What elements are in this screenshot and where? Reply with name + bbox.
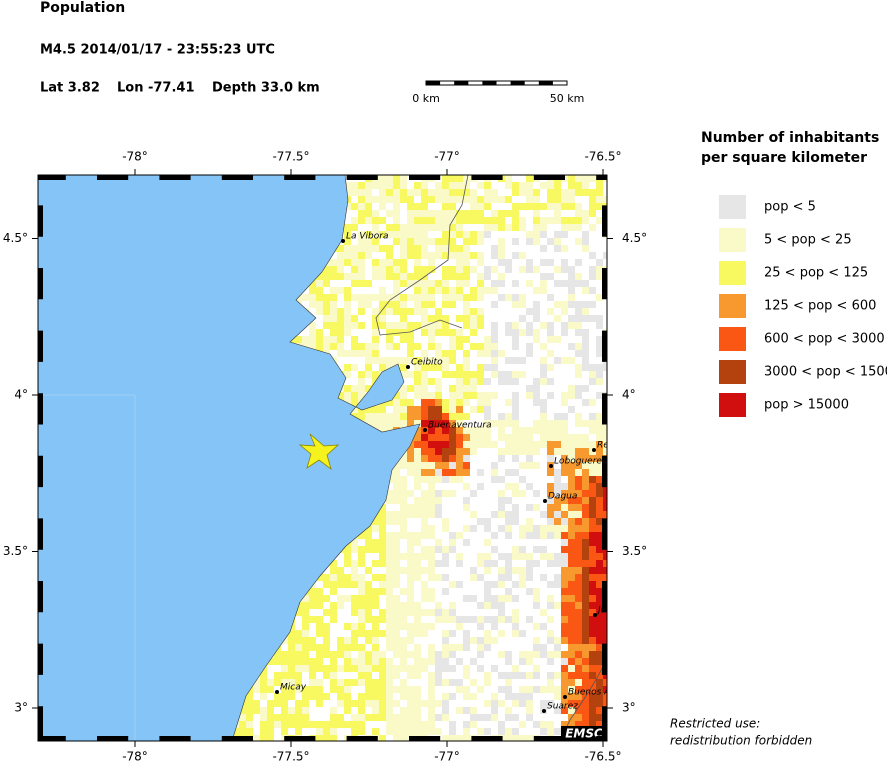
lat-tick-label: 4.5° (3, 231, 28, 245)
lat-tick-label: 3° (14, 701, 28, 715)
legend-swatch (719, 360, 746, 384)
legend-swatch (719, 261, 746, 285)
city-dot (542, 709, 546, 713)
density-cells (225, 175, 607, 741)
legend-title: per square kilometer (701, 150, 867, 166)
lat-tick-label: 4.5° (622, 231, 647, 245)
lon-tick-label: -78° (122, 750, 148, 763)
density-cells (414, 399, 607, 741)
footer-note: redistribution forbidden (670, 734, 812, 748)
density-cells (225, 175, 607, 741)
longitude: Lon -77.41 (117, 81, 195, 96)
legend-swatch (719, 393, 746, 417)
city-dot (543, 499, 547, 503)
legend: pop < 5 5 < pop < 25 25 < pop < 125 125 < p… (719, 195, 887, 417)
map-area: La Vibora Ceibito Buenaventura Re Loboguerer… (38, 175, 612, 741)
event-info: M4.5 2014/01/17 - 23:55:23 UTC (40, 43, 275, 58)
legend-label: 25 < pop < 125 (764, 266, 868, 281)
density-cells (435, 231, 607, 735)
epicenter (298, 433, 340, 471)
city-dot (406, 365, 410, 369)
density-cells (428, 406, 607, 728)
scale-end: 50 km (550, 92, 585, 105)
lat-tick-label: 3° (622, 701, 636, 715)
depth: Depth 33.0 km (212, 81, 320, 96)
city-label: Buenos A (568, 688, 610, 698)
city-dot (275, 690, 279, 694)
legend-label: pop > 15000 (764, 398, 849, 413)
legend-swatch (719, 195, 746, 219)
legend-swatch (719, 294, 746, 318)
city-dot (549, 464, 553, 468)
city-label: Loboguerero (554, 457, 612, 467)
density-cells (393, 399, 607, 741)
city-dot (563, 695, 567, 699)
legend-label: pop < 5 (764, 200, 816, 215)
lat-tick-label: 4° (622, 388, 636, 402)
city-label: Ju (596, 606, 607, 616)
legend-swatch (719, 327, 746, 351)
title: Population (40, 0, 125, 16)
footer-note: Restricted use: (670, 717, 760, 731)
city-label: La Vibora (346, 232, 388, 242)
city-label: Suarez (547, 702, 578, 712)
boundary (375, 175, 469, 336)
legend-label: 600 < pop < 3000 (764, 332, 885, 347)
city-label: Dagua (548, 492, 577, 502)
lat-tick-label: 3.5° (622, 544, 647, 558)
scale-start: 0 km (412, 92, 440, 105)
legend-swatch (719, 228, 746, 252)
map-border (38, 175, 607, 741)
city-label: Ceibito (411, 358, 443, 368)
lon-tick-label: -76.5° (584, 150, 621, 164)
city-label: Buenaventura (428, 421, 492, 431)
ocean (38, 175, 421, 741)
city-dot (423, 428, 427, 432)
map-ticks: -78° -78° -77.5° -77.5° -77° -77° -76.5° -76.5°… (3, 150, 647, 763)
lon-tick-label: -78° (122, 150, 148, 164)
population-cells (225, 175, 607, 741)
lat-tick-label: 4° (14, 388, 28, 402)
lon-tick-label: -76.5° (584, 750, 621, 763)
scale-bar: 0 km 50 km (412, 80, 585, 105)
lon-tick-label: -77° (434, 750, 460, 763)
latitude: Lat 3.82 (40, 81, 100, 96)
city-label: Re (597, 441, 609, 451)
lat-tick-label: 3.5° (3, 544, 28, 558)
city-dot (593, 613, 597, 617)
legend-label: 125 < pop < 600 (764, 299, 876, 314)
lon-tick-label: -77.5° (272, 150, 309, 164)
lon-tick-label: -77.5° (272, 750, 309, 763)
density-cells (421, 420, 607, 741)
logo: EMSC (565, 727, 603, 741)
lon-tick-label: -77° (434, 150, 460, 164)
legend-title: Number of inhabitants (701, 130, 879, 146)
city-dot (592, 448, 596, 452)
legend-label: 3000 < pop < 15000 (764, 365, 887, 380)
logo-box (561, 726, 607, 741)
city-label: Micay (280, 683, 307, 693)
legend-label: 5 < pop < 25 (764, 233, 852, 248)
city-dot (341, 239, 345, 243)
